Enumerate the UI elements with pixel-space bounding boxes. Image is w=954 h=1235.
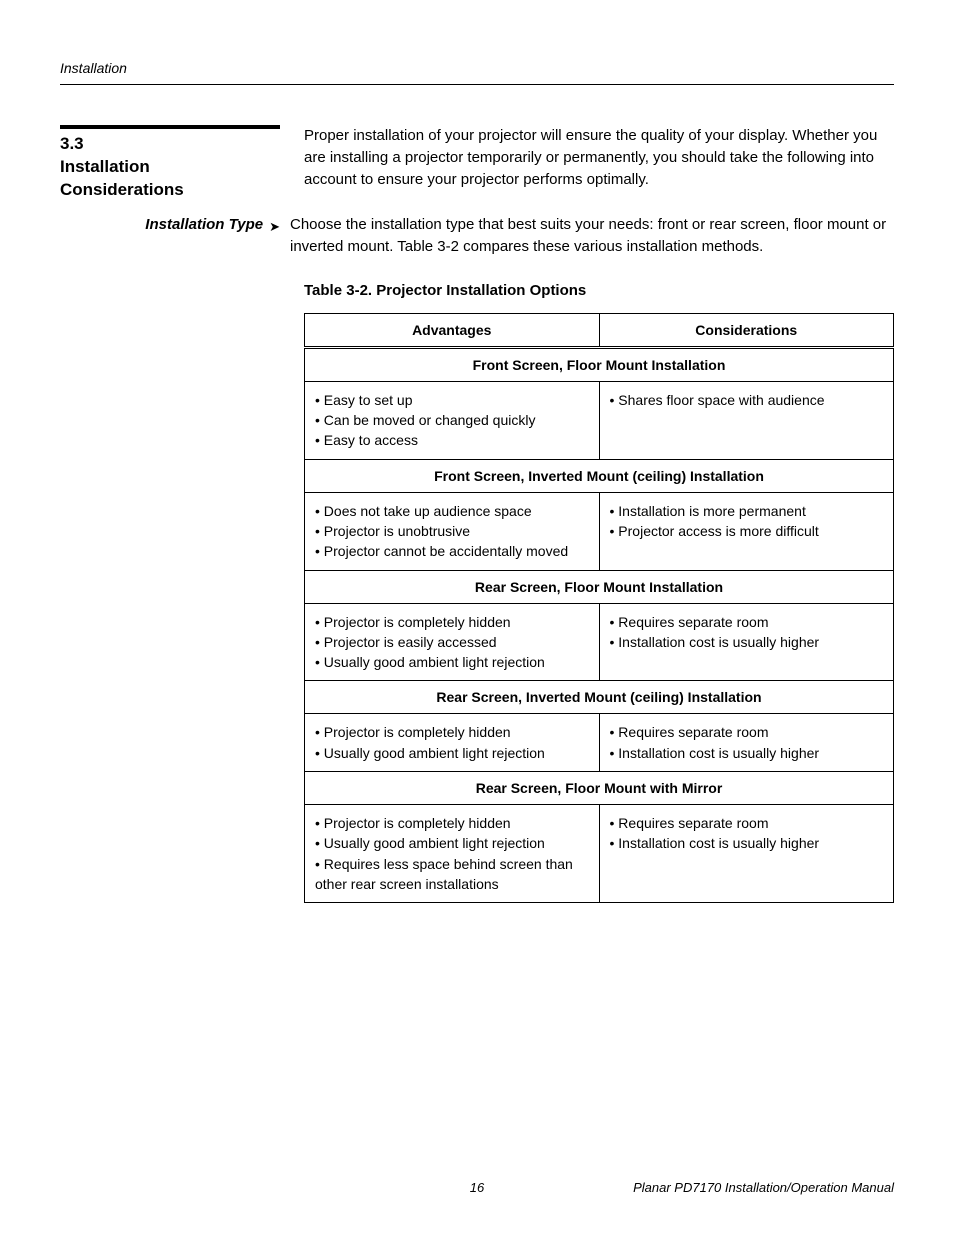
bullet-line: • Shares floor space with audience bbox=[610, 390, 884, 410]
right-column: Proper installation of your projector wi… bbox=[304, 125, 894, 214]
cell-advantages: • Does not take up audience space• Proje… bbox=[305, 492, 600, 570]
table-group-title: Rear Screen, Inverted Mount (ceiling) In… bbox=[305, 681, 894, 714]
subsection-text: Choose the installation type that best s… bbox=[290, 214, 894, 258]
footer-doc-title: Planar PD7170 Installation/Operation Man… bbox=[633, 1180, 894, 1195]
bullet-line: • Projector is unobtrusive bbox=[315, 521, 589, 541]
col-advantages: Advantages bbox=[305, 313, 600, 347]
bullet-line: • Can be moved or changed quickly bbox=[315, 410, 589, 430]
table-row: • Projector is completely hidden• Usuall… bbox=[305, 805, 894, 903]
table-group-title: Rear Screen, Floor Mount with Mirror bbox=[305, 772, 894, 805]
bullet-line: • Usually good ambient light rejection bbox=[315, 652, 589, 672]
bullet-line: • Requires separate room bbox=[610, 813, 884, 833]
cell-advantages: • Projector is completely hidden• Usuall… bbox=[305, 714, 600, 772]
cell-considerations: • Shares floor space with audience bbox=[599, 381, 894, 459]
bullet-line: • Installation is more permanent bbox=[610, 501, 884, 521]
cell-considerations: • Requires separate room• Installation c… bbox=[599, 714, 894, 772]
bullet-line: • Projector access is more difficult bbox=[610, 521, 884, 541]
table-group-row: Front Screen, Inverted Mount (ceiling) I… bbox=[305, 459, 894, 492]
installation-options-table: Advantages Considerations Front Screen, … bbox=[304, 313, 894, 903]
table-caption: Table 3-2. Projector Installation Option… bbox=[304, 282, 894, 299]
bullet-line: • Easy to access bbox=[315, 430, 589, 450]
cell-advantages: • Easy to set up• Can be moved or change… bbox=[305, 381, 600, 459]
bullet-line: • Requires less space behind screen than… bbox=[315, 854, 589, 895]
cell-advantages: • Projector is completely hidden• Projec… bbox=[305, 603, 600, 681]
col-considerations: Considerations bbox=[599, 313, 894, 347]
section-title-line2: Considerations bbox=[60, 179, 280, 202]
table-group-title: Rear Screen, Floor Mount Installation bbox=[305, 570, 894, 603]
bullet-line: • Requires separate room bbox=[610, 722, 884, 742]
bullet-line: • Projector is completely hidden bbox=[315, 813, 589, 833]
content-area: 3.3 Installation Considerations Proper i… bbox=[60, 125, 894, 214]
table-group-row: Rear Screen, Inverted Mount (ceiling) In… bbox=[305, 681, 894, 714]
bullet-line: • Installation cost is usually higher bbox=[610, 743, 884, 763]
cell-advantages: • Projector is completely hidden• Usuall… bbox=[305, 805, 600, 903]
cell-considerations: • Requires separate room• Installation c… bbox=[599, 603, 894, 681]
header-rule bbox=[60, 84, 894, 85]
section-title-line1: Installation bbox=[60, 156, 280, 179]
bullet-line: • Installation cost is usually higher bbox=[610, 833, 884, 853]
table-group-title: Front Screen, Floor Mount Installation bbox=[305, 347, 894, 381]
bullet-line: • Usually good ambient light rejection bbox=[315, 743, 589, 763]
intro-paragraph: Proper installation of your projector wi… bbox=[304, 125, 894, 190]
bullet-line: • Installation cost is usually higher bbox=[610, 632, 884, 652]
cell-considerations: • Requires separate room• Installation c… bbox=[599, 805, 894, 903]
table-row: • Does not take up audience space• Proje… bbox=[305, 492, 894, 570]
subsection-label: Installation Type bbox=[145, 216, 263, 233]
bullet-line: • Easy to set up bbox=[315, 390, 589, 410]
page-number: 16 bbox=[470, 1180, 484, 1195]
running-header: Installation bbox=[60, 60, 894, 76]
bullet-line: • Usually good ambient light rejection bbox=[315, 833, 589, 853]
table-row: • Projector is completely hidden• Usuall… bbox=[305, 714, 894, 772]
bullet-line: • Projector is easily accessed bbox=[315, 632, 589, 652]
subsection-label-wrap: Installation Type ➤ bbox=[60, 214, 280, 258]
table-row: • Projector is completely hidden• Projec… bbox=[305, 603, 894, 681]
table-group-row: Rear Screen, Floor Mount Installation bbox=[305, 570, 894, 603]
bullet-line: • Does not take up audience space bbox=[315, 501, 589, 521]
bullet-line: • Projector is completely hidden bbox=[315, 722, 589, 742]
page-footer: 16 Planar PD7170 Installation/Operation … bbox=[60, 1180, 894, 1195]
table-row: • Easy to set up• Can be moved or change… bbox=[305, 381, 894, 459]
arrow-icon: ➤ bbox=[269, 216, 280, 235]
bullet-line: • Projector is completely hidden bbox=[315, 612, 589, 632]
table-header-row: Advantages Considerations bbox=[305, 313, 894, 347]
left-column: 3.3 Installation Considerations bbox=[60, 125, 280, 214]
table-group-title: Front Screen, Inverted Mount (ceiling) I… bbox=[305, 459, 894, 492]
table-group-row: Front Screen, Floor Mount Installation bbox=[305, 347, 894, 381]
cell-considerations: • Installation is more permanent• Projec… bbox=[599, 492, 894, 570]
section-number: 3.3 bbox=[60, 133, 280, 156]
subsection-row: Installation Type ➤ Choose the installat… bbox=[60, 214, 894, 258]
section-rule bbox=[60, 125, 280, 129]
bullet-line: • Projector cannot be accidentally moved bbox=[315, 541, 589, 561]
table-group-row: Rear Screen, Floor Mount with Mirror bbox=[305, 772, 894, 805]
bullet-line: • Requires separate room bbox=[610, 612, 884, 632]
